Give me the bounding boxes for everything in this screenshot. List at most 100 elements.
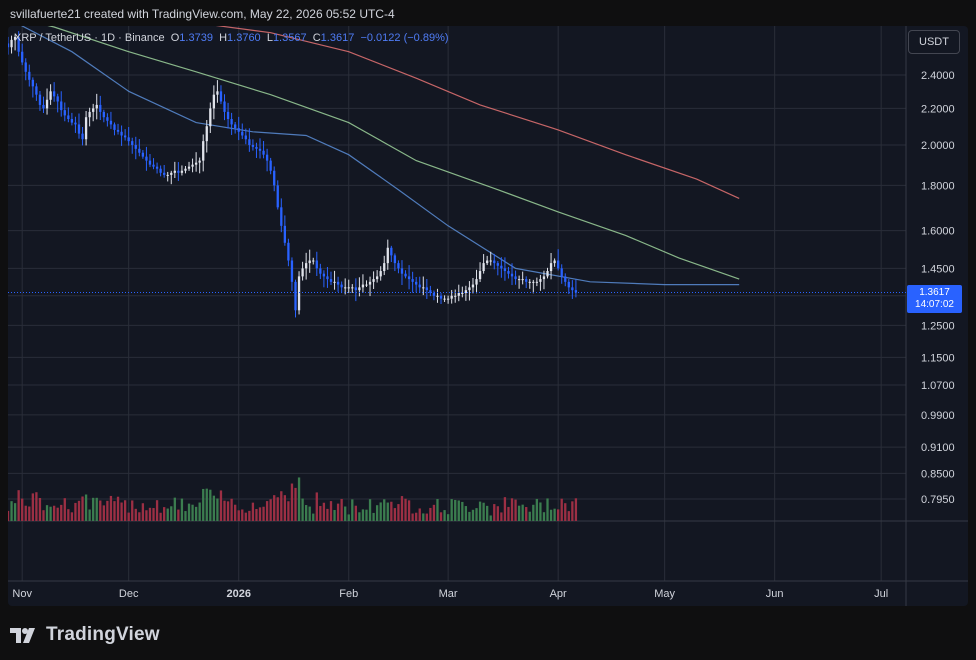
volume-bar — [397, 504, 400, 521]
candle-body — [237, 128, 240, 132]
open-value: 1.3739 — [179, 32, 213, 44]
candle-body — [28, 71, 31, 80]
y-tick-label: 1.1500 — [921, 352, 955, 364]
candle-body — [123, 135, 127, 138]
volume-bar — [549, 509, 553, 521]
candle-body — [521, 279, 524, 281]
candle-body — [319, 268, 322, 274]
volume-bar — [365, 509, 368, 521]
currency-button[interactable]: USDT — [908, 30, 960, 54]
candle-body — [13, 36, 17, 40]
candle-body — [262, 150, 265, 155]
countdown-timer: 14:07:02 — [915, 299, 954, 311]
volume-bar — [60, 504, 63, 521]
volume-bar — [88, 509, 91, 521]
candle-body — [212, 94, 216, 109]
symbol-label: XRP / TetherUS · 1D · Binance — [14, 32, 165, 44]
volume-bar — [38, 497, 42, 521]
volume-bar — [127, 512, 130, 521]
y-tick-label: 1.0700 — [921, 380, 955, 392]
volume-bar — [8, 510, 10, 521]
candle-body — [134, 144, 137, 149]
volume-bar — [510, 498, 514, 521]
candle-body — [464, 290, 468, 293]
x-tick-label: 2026 — [226, 588, 250, 600]
volume-bar — [429, 507, 432, 521]
chart-panel[interactable]: Nov Dec 2026 Feb Mar Apr May Jun Jul 2.4000 2.2000… — [8, 26, 968, 606]
candle-body — [400, 268, 404, 274]
candle-body — [436, 295, 439, 297]
volume-bar — [525, 507, 528, 521]
candle-body — [106, 117, 109, 121]
candle-body — [166, 174, 169, 176]
volume-bar — [532, 504, 535, 521]
volume-bar — [564, 503, 567, 521]
y-tick-label: 1.4500 — [921, 263, 955, 275]
candle-body — [542, 276, 546, 280]
candle-body — [187, 166, 191, 169]
volume-bar — [42, 510, 45, 521]
volume-bar — [219, 490, 223, 521]
candle-body — [351, 287, 354, 289]
volume-bar — [464, 506, 468, 521]
volume-bar — [304, 505, 308, 521]
candle-body — [468, 287, 471, 291]
volume-bar — [49, 506, 52, 521]
volume-bar — [159, 512, 162, 521]
volume-bar — [347, 514, 350, 521]
volume-bar — [471, 509, 475, 521]
volume-bar — [379, 502, 382, 521]
candle-body — [496, 263, 499, 266]
candle-body — [180, 170, 184, 173]
candle-body — [191, 164, 194, 167]
volume-bar — [163, 507, 166, 521]
volume-bar — [145, 510, 148, 521]
candle-body — [361, 284, 365, 288]
volume-bar — [223, 500, 226, 521]
volume-bar — [404, 498, 407, 521]
volume-bar — [383, 499, 386, 521]
candle-body — [344, 287, 347, 289]
volume-bar — [67, 509, 70, 521]
volume-bar — [141, 503, 145, 521]
volume-bar — [230, 498, 233, 521]
candle-body — [70, 119, 74, 123]
candle-body — [443, 298, 446, 300]
volume-bar — [478, 501, 482, 521]
volume-bar — [315, 492, 318, 521]
candle-body — [49, 91, 52, 100]
candle-body — [312, 260, 315, 262]
volume-bar — [461, 501, 464, 521]
ohlc-legend: XRP / TetherUS · 1D · Binance O1.3739 H1… — [14, 32, 449, 44]
y-tick-label: 0.8500 — [921, 468, 955, 480]
candle-body — [265, 154, 269, 161]
volume-bar — [290, 483, 294, 521]
volume-bar — [514, 499, 517, 521]
candle-body — [478, 271, 482, 280]
volume-bar — [92, 497, 95, 521]
volume-bar — [340, 498, 343, 521]
candle-body — [486, 260, 489, 264]
candle-body — [532, 281, 535, 283]
volume-bar — [358, 512, 361, 521]
volume-bar — [553, 508, 556, 521]
close-label: C — [312, 32, 321, 44]
candle-body — [184, 168, 187, 171]
price-chart[interactable]: Nov Dec 2026 Feb Mar Apr May Jun Jul 2.4000 2.2000… — [8, 26, 968, 606]
candle-body — [390, 247, 393, 256]
candle-body — [539, 279, 542, 282]
candle-body — [336, 281, 340, 285]
candle-body — [120, 131, 123, 136]
volume-bar — [102, 505, 105, 521]
low-value: 1.3567 — [272, 32, 307, 44]
candle-body — [482, 263, 485, 272]
candle-body — [8, 43, 10, 48]
volume-bar — [155, 500, 159, 521]
volume-bar — [450, 499, 453, 521]
volume-bar — [17, 490, 20, 521]
volume-bar — [344, 506, 347, 521]
candle-body — [230, 119, 233, 125]
candle-body — [205, 126, 208, 142]
candle-body — [45, 99, 49, 109]
volume-bar — [393, 508, 397, 521]
